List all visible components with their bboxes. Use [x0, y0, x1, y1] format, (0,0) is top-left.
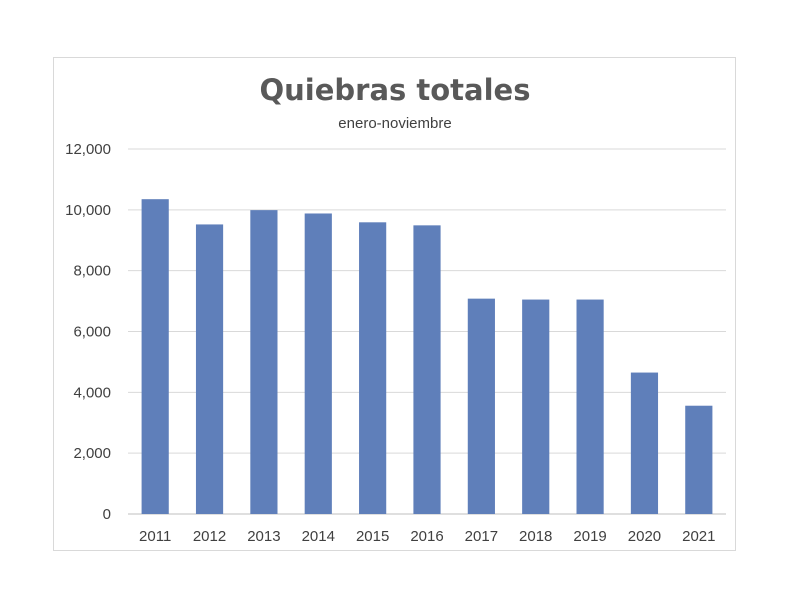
bar-2016: [413, 225, 441, 515]
y-tick-label: 10,000: [65, 202, 111, 219]
y-tick-label: 0: [103, 506, 111, 523]
x-tick-label: 2019: [573, 528, 606, 545]
bar-2021: [685, 405, 713, 514]
y-tick-label: 12,000: [65, 141, 111, 158]
x-tick-label: 2020: [628, 528, 661, 545]
y-tick-label: 4,000: [73, 384, 111, 401]
bar-2012: [195, 224, 224, 514]
y-tick-label: 6,000: [73, 324, 111, 341]
bar-2014: [304, 213, 332, 514]
bar-2011: [141, 199, 169, 514]
y-tick-label: 8,000: [73, 263, 111, 280]
x-tick-label: 2021: [682, 528, 715, 545]
bar-2019: [576, 299, 604, 514]
bar-2013: [250, 210, 278, 514]
chart-title: Quiebras totales: [260, 73, 531, 107]
x-tick-label: 2016: [410, 528, 443, 545]
x-tick-label: 2015: [356, 528, 389, 545]
bar-2018: [522, 299, 550, 514]
bar-2015: [359, 222, 387, 514]
chart-subtitle: enero-noviembre: [338, 115, 451, 132]
x-tick-label: 2012: [193, 528, 226, 545]
x-tick-label: 2013: [247, 528, 280, 545]
x-tick-label: 2014: [302, 528, 335, 545]
x-tick-label: 2011: [139, 528, 171, 545]
bar-2020: [630, 372, 659, 514]
x-tick-label: 2018: [519, 528, 552, 545]
y-tick-label: 2,000: [73, 445, 111, 462]
bar-2017: [467, 298, 495, 514]
x-tick-label: 2017: [465, 528, 498, 545]
